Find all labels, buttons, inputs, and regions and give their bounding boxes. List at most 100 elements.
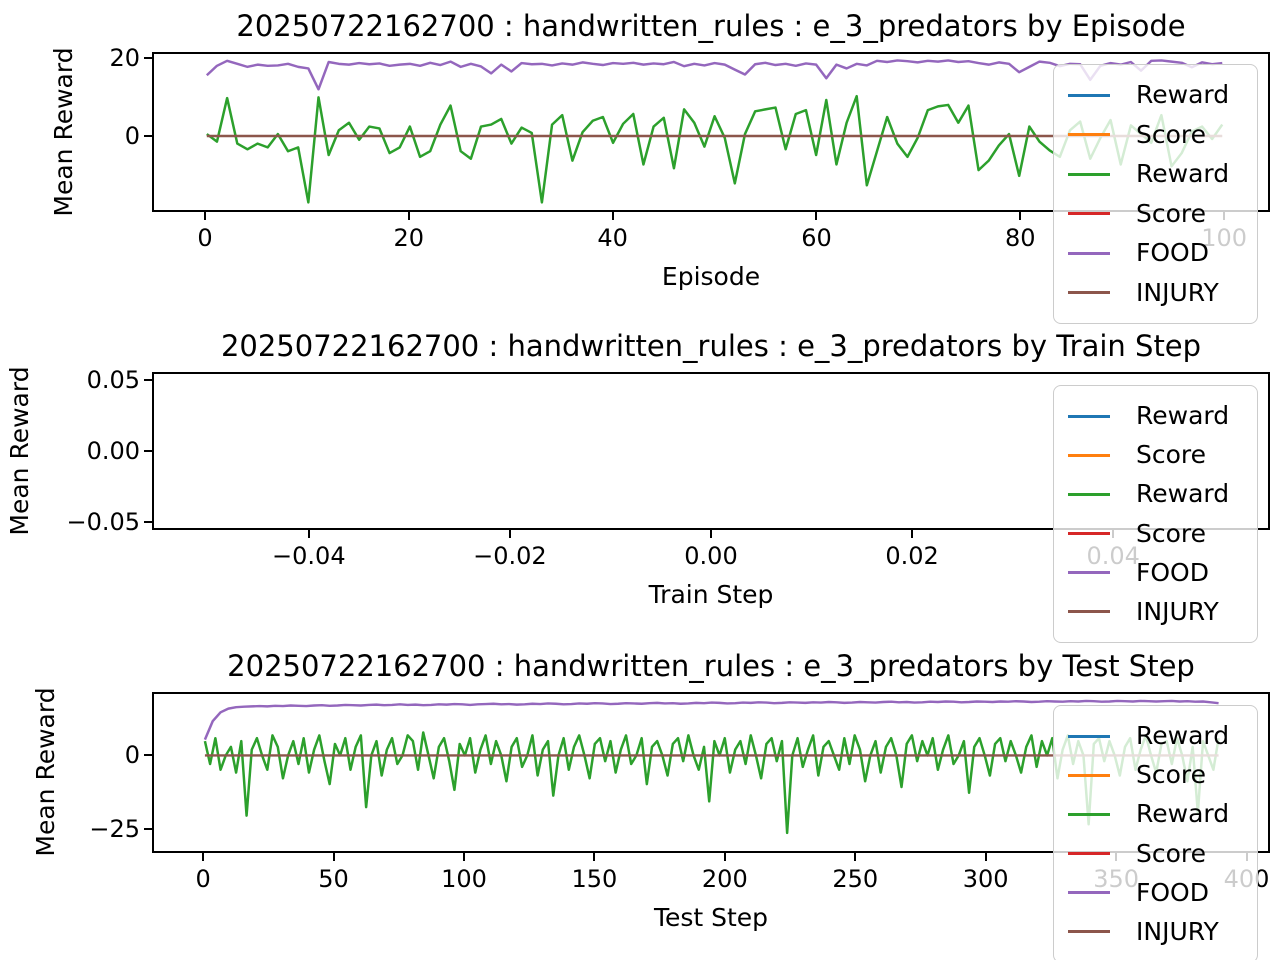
y-tick-mark [144,753,152,756]
x-tick-mark [911,530,914,538]
x-tick-mark [202,853,205,861]
legend-item-label: Score [1136,760,1207,790]
legend-line-sample [1068,492,1110,496]
legend-item: Score [1068,120,1243,150]
legend-item: Score [1068,519,1243,549]
y-tick-label: 0 [124,122,140,151]
legend-item-label: Reward [1136,159,1230,189]
chart-title: 20250722162700 : handwritten_rules : e_3… [220,329,1202,363]
x-tick-label: 20 [393,224,425,252]
legend-line-sample [1068,212,1110,216]
x-tick-label: 0.02 [885,542,939,570]
legend-line-sample [1068,571,1110,575]
y-tick-mark [144,521,152,524]
x-tick-label: 250 [832,865,879,893]
legend-line-sample [1068,291,1110,295]
legend-item-label: Reward [1136,479,1230,509]
legend-item-label: Score [1136,440,1207,470]
legend-item-label: INJURY [1136,596,1219,626]
legend-item-label: INJURY [1136,277,1219,307]
legend-item-label: FOOD [1136,557,1209,587]
x-tick-mark [508,530,511,538]
x-tick-label: 200 [701,865,748,893]
y-tick-label: 0 [124,740,140,769]
legend-line-sample [1068,610,1110,614]
legend-item: Score [1068,199,1243,229]
legend-item: Score [1068,440,1243,470]
x-tick-label: 0 [197,224,213,252]
x-tick-label: 300 [962,865,1009,893]
x-tick-label: 60 [801,224,832,252]
x-tick-label: 50 [318,865,349,893]
legend-line-sample [1068,852,1110,856]
legend-item: INJURY [1068,917,1243,947]
y-tick-label: 0.00 [86,437,140,465]
legend-item: INJURY [1068,597,1243,627]
legend-item: Reward [1068,479,1243,509]
legend-item: Score [1068,839,1243,869]
legend-item-label: Score [1136,119,1207,149]
legend-item: Reward [1068,799,1243,829]
x-tick-label: 100 [441,865,487,893]
x-tick-mark [203,212,206,220]
legend-item: Score [1068,760,1243,790]
legend-line-sample [1068,93,1110,97]
x-tick-label: 40 [597,224,628,252]
plot-lines [203,699,1220,835]
legend-item: Reward [1068,80,1243,110]
y-tick-label: −25 [89,814,140,843]
legend-item: INJURY [1068,278,1243,308]
legend-item-label: Reward [1136,80,1230,110]
x-tick-mark [407,212,410,220]
x-tick-mark [462,853,465,861]
legend-line-sample [1068,453,1110,457]
x-tick-mark [307,530,310,538]
chart-title: 20250722162700 : handwritten_rules : e_3… [227,649,1195,683]
legend-item: FOOD [1068,558,1243,588]
x-tick-mark [854,853,857,861]
x-tick-label: 0.00 [684,542,738,570]
x-tick-mark [1019,212,1022,220]
x-tick-label: 80 [1005,224,1036,252]
x-tick-mark [593,853,596,861]
y-tick-mark [144,827,152,830]
legend-item-label: Reward [1136,799,1230,829]
x-axis-label: Episode [661,262,761,291]
x-tick-label: 0 [195,865,211,893]
legend-line-sample [1068,532,1110,536]
chart-title: 20250722162700 : handwritten_rules : e_3… [236,9,1186,43]
series-line-reward [203,731,1220,835]
legend-line-sample [1068,414,1110,418]
legend-item: Reward [1068,401,1243,431]
legend: Reward Score Reward Score FOOD INJURY [1053,385,1258,643]
legend-item: FOOD [1068,878,1243,908]
legend-item-label: Score [1136,838,1207,868]
x-tick-mark [723,853,726,861]
x-axis-label: Test Step [653,903,769,932]
series-line-food [205,59,1223,91]
legend-item-label: INJURY [1136,916,1219,946]
legend-item: FOOD [1068,238,1243,268]
legend-item: Reward [1068,721,1243,751]
legend-line-sample [1068,251,1110,255]
legend-item-label: FOOD [1136,877,1209,907]
legend-line-sample [1068,133,1110,137]
x-tick-label: 150 [571,865,618,893]
x-tick-mark [710,530,712,538]
legend-item-label: Score [1136,198,1207,228]
series-line-food [203,699,1219,741]
x-tick-mark [984,853,987,861]
legend-line-sample [1068,773,1110,777]
x-axis-label: Train Step [648,580,774,609]
y-tick-mark [144,57,152,60]
legend: Reward Score Reward Score FOOD INJURY [1053,64,1258,324]
legend-line-sample [1068,172,1110,176]
legend-item-label: FOOD [1136,238,1209,268]
legend-item: Reward [1068,159,1243,189]
x-tick-label: −0.04 [272,542,346,570]
legend-item-label: Score [1136,518,1207,548]
y-tick-mark [144,450,152,452]
y-tick-label: 0.05 [86,365,140,394]
legend: Reward Score Reward Score FOOD INJURY [1053,705,1258,960]
